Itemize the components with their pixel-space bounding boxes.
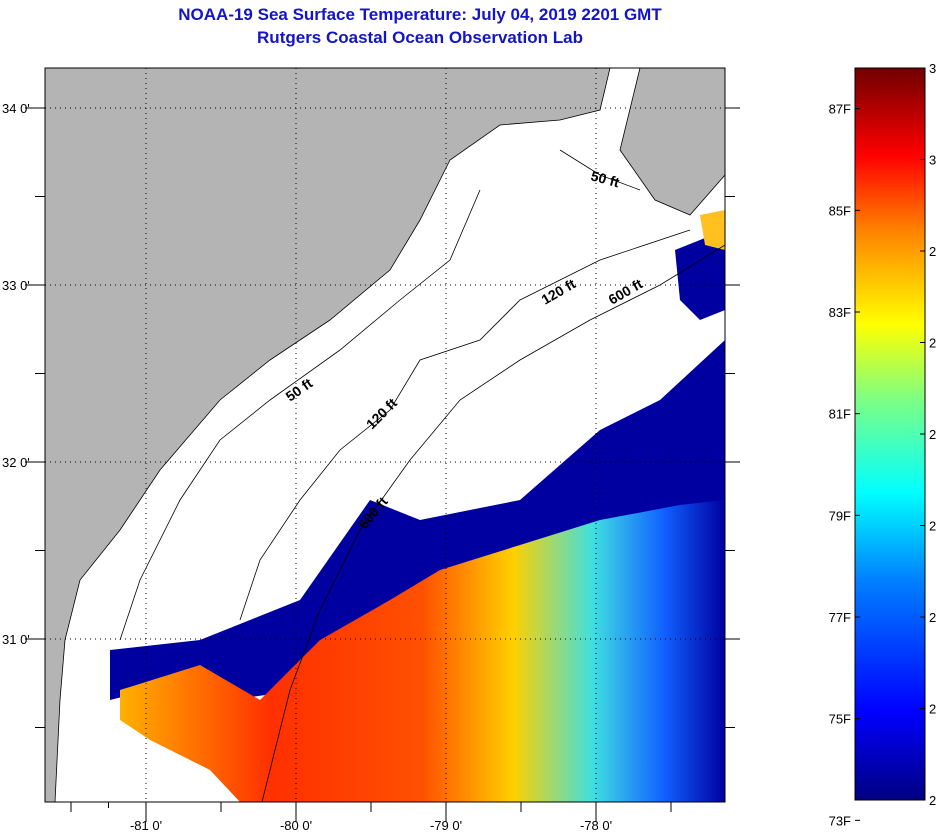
lon-label: -81 0'	[130, 818, 162, 832]
colorbar-label-f: 75F	[829, 712, 851, 727]
colorbar-label-c: 24C	[929, 702, 936, 717]
colorbar-ticks: 31C 30C 29C 28C 27C 26C 25C 24C 23C 87F 85F 83F 81F 7…	[829, 61, 936, 828]
colorbar-label-c: 25C	[929, 610, 936, 625]
land-mass-east	[619, 68, 725, 216]
lon-label: -80 0'	[280, 818, 312, 832]
land-mass	[45, 68, 611, 802]
sst-warm-region	[120, 500, 725, 802]
graticule	[45, 68, 725, 802]
colorbar-label-f: 73F	[829, 813, 851, 828]
sst-warm-patch	[700, 210, 725, 250]
map-frame	[44, 67, 726, 803]
chart-subtitle: Rutgers Coastal Ocean Observation Lab	[257, 28, 583, 47]
lon-label: -79 0'	[430, 818, 462, 832]
colorbar	[854, 67, 926, 801]
colorbar-label-f: 77F	[829, 610, 851, 625]
contour-label: 50 ft	[589, 167, 621, 190]
map-axes: -81 0' -80 0' -79 0' -78 0' 34 0' 33 0' 32 0' 3…	[2, 101, 740, 832]
lon-label: -78 0'	[580, 818, 612, 832]
colorbar-label-c: 28C	[929, 336, 936, 351]
contour-600ft	[261, 244, 725, 802]
colorbar-label-f: 83F	[829, 305, 851, 320]
contour-50ft	[119, 149, 641, 641]
colorbar-label-c: 31C	[929, 61, 936, 76]
lat-label: 33 0'	[2, 278, 30, 293]
chart-title: NOAA-19 Sea Surface Temperature: July 04…	[178, 5, 662, 24]
colorbar-label-f: 87F	[829, 102, 851, 117]
colorbar-label-c: 27C	[929, 427, 936, 442]
contour-120ft	[239, 229, 691, 621]
colorbar-label-f: 85F	[829, 203, 851, 218]
lat-label: 34 0'	[2, 101, 30, 116]
lat-label: 31 0'	[2, 632, 30, 647]
colorbar-label-f: 79F	[829, 508, 851, 523]
colorbar-label-c: 26C	[929, 519, 936, 534]
colorbar-label-c: 29C	[929, 244, 936, 259]
sst-cool-band	[110, 340, 725, 700]
colorbar-label-c: 23C	[929, 793, 936, 808]
colorbar-label-c: 30C	[929, 153, 936, 168]
lat-label: 32 0'	[2, 455, 30, 470]
colorbar-label-f: 81F	[829, 407, 851, 422]
